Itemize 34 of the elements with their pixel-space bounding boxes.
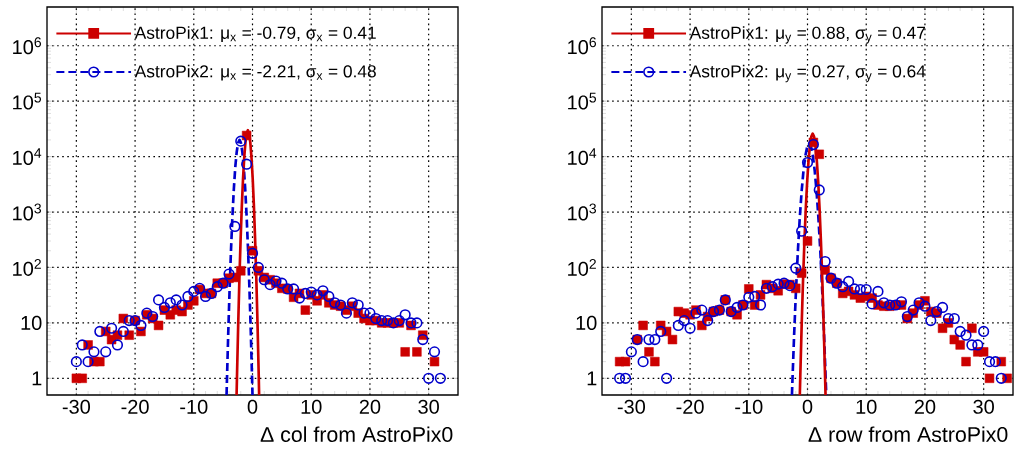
legend-label: AstroPix2: μ$_{x}$ = -2.21, σ$_{x}$ = 0.48 — [134, 64, 376, 81]
y-tick-label: 10$^{3}$ — [13, 203, 42, 221]
x-tick-label: 20 — [359, 399, 381, 414]
legend-label: AstroPix1: μ$_{x}$ = -0.79, σ$_{x}$ = 0.41 — [134, 26, 376, 43]
x-tick-label: -20 — [121, 399, 149, 414]
x-tick-label: -10 — [180, 399, 208, 414]
y-tick-label: 1 — [32, 371, 42, 386]
x-tick-label: -30 — [617, 399, 646, 414]
x-tick-label: 0 — [802, 399, 813, 414]
y-tick-label: 10$^{3}$ — [568, 203, 597, 221]
y-tick-label: 10$^{5}$ — [13, 92, 42, 110]
legend-label: AstroPix2: μ$_{y}$ = 0.27, σ$_{y}$ = 0.64 — [689, 64, 926, 83]
y-tick-label: 10$^{2}$ — [13, 259, 41, 276]
x-tick-label: -30 — [62, 399, 91, 414]
x-tick-label: 30 — [973, 399, 994, 414]
y-tick-label: 1 — [587, 371, 597, 386]
x-tick-label: 0 — [247, 399, 258, 414]
y-tick-label: 10$^{4}$ — [568, 148, 597, 165]
x-axis-title: Δ row from AstroPix0 — [808, 426, 1008, 443]
y-tick-label: 10 — [21, 315, 42, 330]
legend-label: AstroPix1: μ$_{y}$ = 0.88, σ$_{y}$ = 0.47 — [689, 26, 925, 44]
y-tick-label: 10$^{4}$ — [13, 148, 42, 165]
x-tick-label: -20 — [676, 399, 704, 414]
x-tick-label: 20 — [914, 399, 936, 414]
y-tick-label: 10$^{5}$ — [568, 92, 597, 110]
x-tick-label: -10 — [735, 399, 763, 414]
y-tick-label: 10$^{6}$ — [13, 37, 42, 55]
x-tick-label: 10 — [301, 399, 322, 414]
x-axis-title: Δ col from AstroPix0 — [260, 426, 453, 443]
x-tick-label: 30 — [418, 399, 439, 414]
y-tick-label: 10$^{6}$ — [568, 37, 597, 55]
y-tick-label: 10 — [576, 315, 597, 330]
y-tick-label: 10$^{2}$ — [568, 259, 596, 276]
x-tick-label: 10 — [856, 399, 877, 414]
